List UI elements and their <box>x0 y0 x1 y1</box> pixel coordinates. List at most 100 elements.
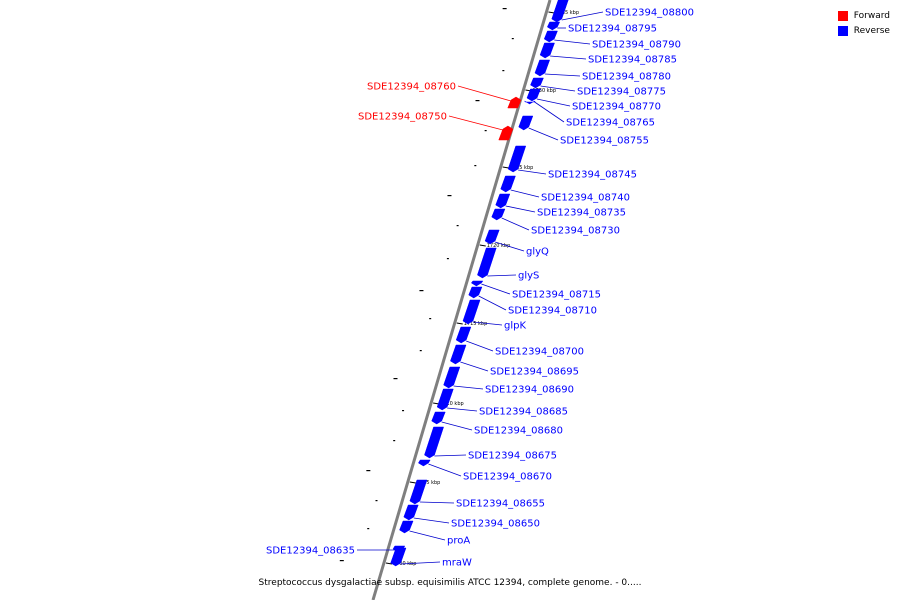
gene-arrow <box>436 388 454 411</box>
gene-label: SDE12394_08785 <box>588 55 677 66</box>
gene-label: SDE12394_08710 <box>508 306 597 317</box>
gene-arrow <box>547 21 561 31</box>
gene-arrow <box>477 247 497 279</box>
minor-tick-mark <box>393 440 396 442</box>
gene-arrow <box>495 193 511 209</box>
gene-connector <box>481 283 511 295</box>
gene-label: SDE12394_08735 <box>537 208 626 219</box>
minor-tick-mark <box>502 70 505 72</box>
gene-arrow <box>403 504 419 521</box>
gene-arrow <box>450 344 467 365</box>
gene-label: SDE12394_08780 <box>582 72 671 83</box>
legend-reverse: Reverse <box>837 23 890 38</box>
tick-label: 1735 kbp <box>555 10 579 16</box>
gene-connector <box>448 115 503 131</box>
gene-label: SDE12394_08755 <box>560 136 649 147</box>
tick-label: 1730 kbp <box>532 88 556 94</box>
gene-label: glyS <box>518 271 539 282</box>
gene-connector <box>518 169 547 175</box>
gene-connector <box>540 85 576 92</box>
gene-arrow <box>491 208 506 221</box>
gene-arrow <box>390 547 407 567</box>
gene-label: SDE12394_08680 <box>474 426 563 437</box>
gene-connector <box>457 85 512 102</box>
minor-tick-mark <box>447 195 452 197</box>
gene-connector <box>550 55 587 60</box>
gene-label: mraW <box>442 558 472 569</box>
gene-label: SDE12394_08740 <box>541 193 630 204</box>
gene-connector <box>478 295 507 311</box>
tick-label: 1710 kbp <box>440 401 464 407</box>
tick-label: 1715 kbp <box>464 321 488 327</box>
minor-tick-mark <box>375 500 378 502</box>
gene-arrow <box>399 520 414 534</box>
gene-arrow <box>443 366 461 389</box>
gene-arrow <box>498 125 514 141</box>
gene-label: SDE12394_08670 <box>463 472 552 483</box>
gene-arrow <box>507 145 527 173</box>
gene-arrow <box>455 326 472 344</box>
gene-label: glyQ <box>526 247 549 258</box>
minor-tick-mark <box>446 258 449 260</box>
gene-connector <box>544 73 581 77</box>
tick-mark <box>479 244 486 247</box>
gene-connector <box>419 501 455 504</box>
gene-connector <box>505 205 536 213</box>
gene-label: SDE12394_08695 <box>490 367 579 378</box>
minor-tick-mark <box>511 38 514 40</box>
gene-label: SDE12394_08765 <box>566 118 655 129</box>
gene-arrow <box>543 30 558 43</box>
gene-connector <box>460 361 489 372</box>
legend-forward-label: Forward <box>853 10 890 21</box>
tick-mark <box>409 481 416 484</box>
gene-connector <box>510 189 540 198</box>
gene-label: SDE12394_08800 <box>605 8 694 19</box>
gene-arrow <box>524 100 536 105</box>
gene-arrow <box>539 42 555 59</box>
gene-label: SDE12394_08750 <box>358 112 447 123</box>
tick-label: 1725 kbp <box>510 165 534 171</box>
gene-connector <box>494 241 525 252</box>
minor-tick-mark <box>367 528 370 530</box>
gene-label: SDE12394_08700 <box>495 347 584 358</box>
tick-label: 1705 kbp <box>417 480 441 486</box>
gene-connector <box>536 98 571 107</box>
minor-tick-mark <box>366 470 371 472</box>
legend: Forward Reverse <box>837 8 890 38</box>
gene-connector <box>466 340 494 352</box>
gene-label: SDE12394_08685 <box>479 407 568 418</box>
minor-tick-mark <box>393 378 398 380</box>
gene-connector <box>487 274 517 277</box>
gene-connector <box>400 561 441 565</box>
gene-connector <box>501 217 530 231</box>
gene-arrow <box>409 479 428 505</box>
gene-label: SDE12394_08745 <box>548 170 637 181</box>
gene-connector <box>453 385 484 390</box>
legend-forward: Forward <box>837 8 890 23</box>
gene-arrow <box>462 299 481 325</box>
minor-tick-mark <box>484 130 487 132</box>
gene-label: SDE12394_08760 <box>367 82 456 93</box>
gene-connector <box>428 463 462 477</box>
gene-connector <box>554 39 591 45</box>
gene-connector <box>409 530 446 541</box>
genome-caption: Streptococcus dysgalactiae subsp. equisi… <box>258 578 642 588</box>
gene-label: proA <box>447 536 470 547</box>
gene-arrow <box>500 175 516 193</box>
gene-arrow <box>431 411 446 425</box>
minor-tick-mark <box>456 225 459 227</box>
gene-arrow <box>471 280 484 287</box>
gene-arrow <box>534 59 551 77</box>
gene-label: SDE12394_08795 <box>568 24 657 35</box>
tick-mark <box>502 166 509 169</box>
tick-mark <box>548 11 555 14</box>
gene-arrow <box>518 115 534 131</box>
gene-label: SDE12394_08635 <box>266 546 355 557</box>
tick-mark <box>385 562 392 565</box>
minor-tick-mark <box>502 8 507 10</box>
minor-tick-mark <box>475 100 480 102</box>
gene-connector <box>434 454 467 457</box>
gene-connector <box>472 321 503 326</box>
minor-tick-mark <box>402 410 405 412</box>
